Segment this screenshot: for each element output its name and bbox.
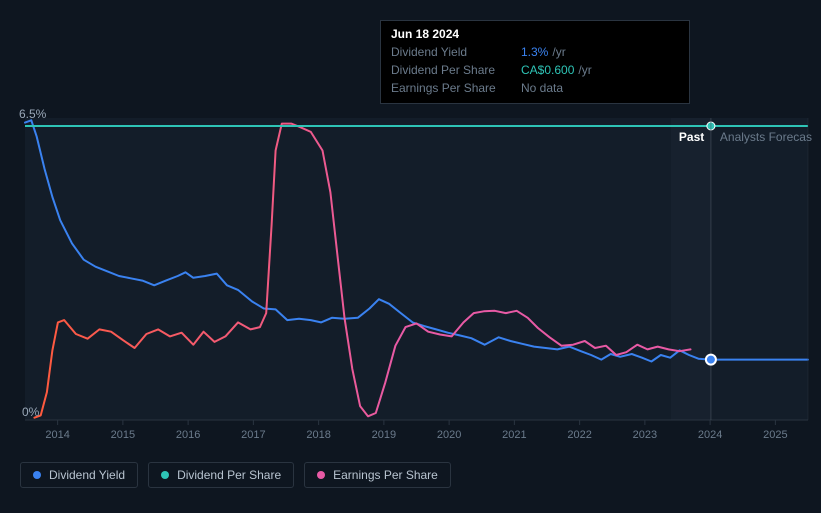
svg-text:2020: 2020 [437,429,461,441]
svg-text:2016: 2016 [176,429,200,441]
y-axis-min-label: 0% [22,405,39,419]
past-label: Past [679,130,704,144]
dividend-chart: 2014 2015 2016 2017 2018 2019 2020 2021 2022 2023… [0,0,821,508]
forecast-label: Analysts Forecas [720,130,812,144]
svg-text:2024: 2024 [698,429,722,441]
svg-text:2015: 2015 [111,429,135,441]
tooltip-row-value: CA$0.600 [521,61,574,79]
tooltip-row-suffix: /yr [552,43,565,61]
legend-dot-icon [317,471,325,479]
legend-item[interactable]: Dividend Yield [20,462,138,488]
svg-text:2018: 2018 [306,429,330,441]
legend-dot-icon [161,471,169,479]
tooltip-row-suffix: /yr [578,61,591,79]
svg-text:2014: 2014 [45,429,69,441]
legend-item-label: Earnings Per Share [333,468,438,482]
tooltip-row: Dividend Yield1.3% /yr [391,43,679,61]
svg-text:2023: 2023 [633,429,657,441]
svg-text:2022: 2022 [567,429,591,441]
tooltip-row-label: Dividend Per Share [391,61,521,79]
svg-text:2017: 2017 [241,429,265,441]
svg-text:2021: 2021 [502,429,526,441]
legend-item-label: Dividend Yield [49,468,125,482]
legend-item[interactable]: Dividend Per Share [148,462,294,488]
tooltip-date: Jun 18 2024 [391,27,679,41]
tooltip-row-value: No data [521,79,563,97]
svg-text:2025: 2025 [763,429,787,441]
y-axis-max-label: 6.5% [19,107,46,121]
legend-item-label: Dividend Per Share [177,468,281,482]
tooltip-row: Dividend Per ShareCA$0.600/yr [391,61,679,79]
svg-text:2019: 2019 [372,429,396,441]
chart-legend: Dividend Yield Dividend Per Share Earnings… [20,462,451,488]
legend-dot-icon [33,471,41,479]
tooltip-row: Earnings Per ShareNo data [391,79,679,97]
hover-tooltip: Jun 18 2024 Dividend Yield1.3%/yrDividen… [380,20,690,104]
tooltip-row-value: 1.3% [521,43,548,61]
legend-item[interactable]: Earnings Per Share [304,462,451,488]
tooltip-row-label: Earnings Per Share [391,79,521,97]
tooltip-row-label: Dividend Yield [391,43,521,61]
